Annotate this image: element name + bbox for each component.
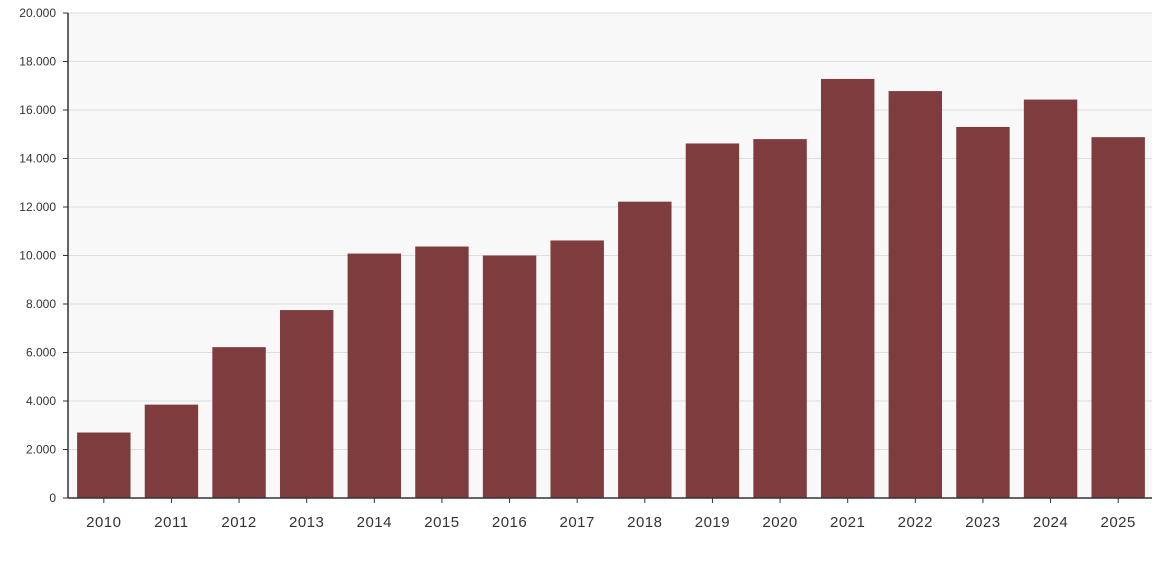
x-tick-label-2010: 2010 (86, 514, 121, 531)
x-tick-label-2024: 2024 (1033, 514, 1068, 531)
y-tick-label: 2.000 (26, 443, 56, 457)
x-tick-label-2013: 2013 (289, 514, 324, 531)
bar-2022 (888, 91, 943, 499)
bar-2015 (415, 246, 469, 498)
bar-2011 (144, 404, 199, 498)
bar-2017 (550, 240, 604, 498)
y-tick-label: 18.000 (19, 55, 56, 69)
bar-2010 (77, 432, 131, 498)
y-tick-labels: 0 2.000 4.000 6.000 8.000 10.000 12.000 14.000 1… (19, 6, 56, 505)
y-tick-label: 20.000 (19, 6, 56, 20)
y-tick-label: 8.000 (26, 297, 56, 311)
bar-2023 (956, 126, 1010, 498)
y-tick-label: 10.000 (19, 249, 56, 263)
x-tick-label-2012: 2012 (221, 514, 256, 531)
bar-2018 (618, 201, 672, 499)
y-tick-label: 6.000 (26, 346, 56, 360)
bar-2016 (482, 255, 537, 498)
y-tick-label: 16.000 (19, 103, 56, 117)
x-tick-label-2018: 2018 (627, 514, 662, 531)
x-tick-label-2011: 2011 (154, 514, 188, 531)
x-tick-label-2020: 2020 (762, 514, 797, 531)
x-tick-label-2022: 2022 (898, 514, 933, 531)
bar-2020 (753, 139, 807, 498)
x-tick-label-2017: 2017 (560, 514, 595, 531)
x-tick-label-2023: 2023 (965, 514, 1000, 531)
bar-2025 (1091, 137, 1145, 498)
x-tick-label-2014: 2014 (357, 514, 392, 531)
x-tick-label-2025: 2025 (1101, 514, 1136, 531)
axes (63, 12, 1152, 503)
bars (77, 78, 1145, 499)
y-tick-label: 14.000 (19, 152, 56, 166)
y-tick-label: 12.000 (19, 200, 56, 214)
x-tick-label-2015: 2015 (424, 514, 459, 531)
y-tick-label: 0 (49, 491, 56, 505)
x-tick-label-2021: 2021 (830, 514, 865, 531)
x-tick-label-2016: 2016 (492, 514, 527, 531)
bar-2021 (820, 78, 875, 499)
bar-2013 (279, 310, 334, 498)
bar-2014 (347, 253, 402, 498)
bar-2019 (685, 143, 740, 498)
bar-2012 (212, 347, 266, 498)
x-tick-labels: 2010 2011 2012 2013 2014 2015 2016 2017 2018 2019… (86, 514, 1136, 531)
bar-2024 (1023, 99, 1078, 498)
x-tick-label-2019: 2019 (695, 514, 730, 531)
y-tick-label: 4.000 (26, 394, 56, 408)
